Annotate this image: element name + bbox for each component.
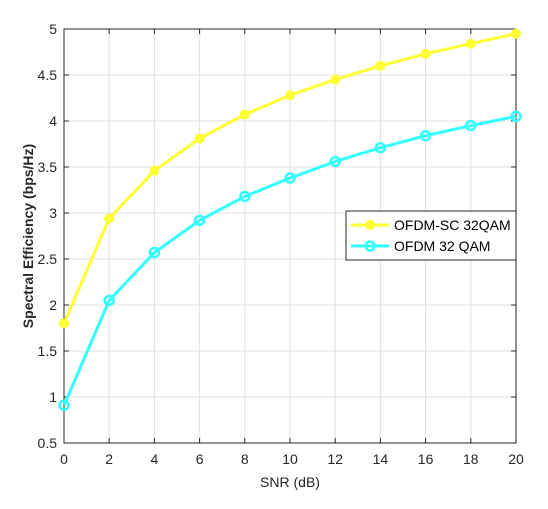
x-axis-label: SNR (dB) <box>260 474 320 490</box>
data-point-ofdm-sc <box>59 318 69 329</box>
y-tick-label: 4.5 <box>38 67 58 83</box>
legend-marker-ofdm-sc <box>365 220 375 230</box>
x-axis-ticks: 0 2 4 6 8 10 12 14 16 18 20 <box>60 29 524 467</box>
y-tick-label: 0.5 <box>38 435 58 451</box>
legend: OFDM-SC 32QAM OFDM 32 QAM <box>345 210 517 261</box>
series-ofdm-sc <box>59 28 521 329</box>
data-point-ofdm-sc <box>375 60 386 71</box>
data-point-ofdm <box>284 172 296 184</box>
y-tick-label: 4 <box>49 113 57 129</box>
y-tick-label: 5 <box>49 21 57 37</box>
data-point-ofdm-sc <box>239 109 250 120</box>
y-tick-label: 3 <box>49 205 57 221</box>
grid-lines <box>64 29 516 443</box>
series-line-ofdm <box>62 114 517 406</box>
data-point-ofdm <box>239 190 251 203</box>
x-tick-label: 16 <box>418 451 434 467</box>
x-tick-label: 0 <box>60 451 68 467</box>
y-axis-label: Spectral Efficiency (bps/Hz) <box>20 144 36 328</box>
data-point-ofdm-sc <box>149 165 160 176</box>
x-tick-label: 4 <box>151 451 159 467</box>
legend-box <box>345 210 517 261</box>
x-tick-label: 14 <box>373 451 389 467</box>
data-point-ofdm <box>329 155 341 168</box>
data-point-ofdm <box>419 129 432 142</box>
legend-marker-ofdm <box>364 240 376 252</box>
x-tick-label: 8 <box>241 451 249 467</box>
data-point-ofdm <box>374 141 387 154</box>
data-point-ofdm-sc <box>465 38 476 49</box>
x-tick-label: 12 <box>327 451 343 467</box>
data-point-ofdm-sc <box>194 133 205 144</box>
y-tick-label: 2 <box>49 297 57 313</box>
data-point-ofdm <box>193 214 206 227</box>
legend-label-ofdm: OFDM 32 QAM <box>394 238 490 254</box>
series-ofdm <box>58 110 522 412</box>
x-tick-label: 6 <box>196 451 204 467</box>
x-tick-label: 10 <box>282 451 298 467</box>
data-point-ofdm-sc <box>511 28 521 39</box>
data-point-ofdm-sc <box>104 213 115 224</box>
data-point-ofdm <box>148 246 161 259</box>
series-layer <box>58 28 522 412</box>
y-tick-label: 2.5 <box>38 251 58 267</box>
data-point-ofdm-sc <box>330 74 341 85</box>
y-axis-ticks: 0.5 1 1.5 2 2.5 3 3.5 4 4.5 5 <box>38 21 516 451</box>
data-point-ofdm <box>465 119 477 132</box>
data-point-ofdm <box>58 399 70 412</box>
legend-label-ofdm-sc: OFDM-SC 32QAM <box>394 217 511 233</box>
x-tick-label: 20 <box>508 451 524 467</box>
y-tick-label: 1 <box>49 389 57 405</box>
data-point-ofdm <box>103 294 115 307</box>
x-tick-label: 2 <box>105 451 113 467</box>
data-point-ofdm <box>510 110 522 123</box>
y-tick-label: 1.5 <box>38 343 58 359</box>
data-point-ofdm-sc <box>285 90 295 101</box>
x-tick-label: 18 <box>463 451 479 467</box>
y-tick-label: 3.5 <box>38 159 58 175</box>
data-point-ofdm-sc <box>420 48 431 59</box>
